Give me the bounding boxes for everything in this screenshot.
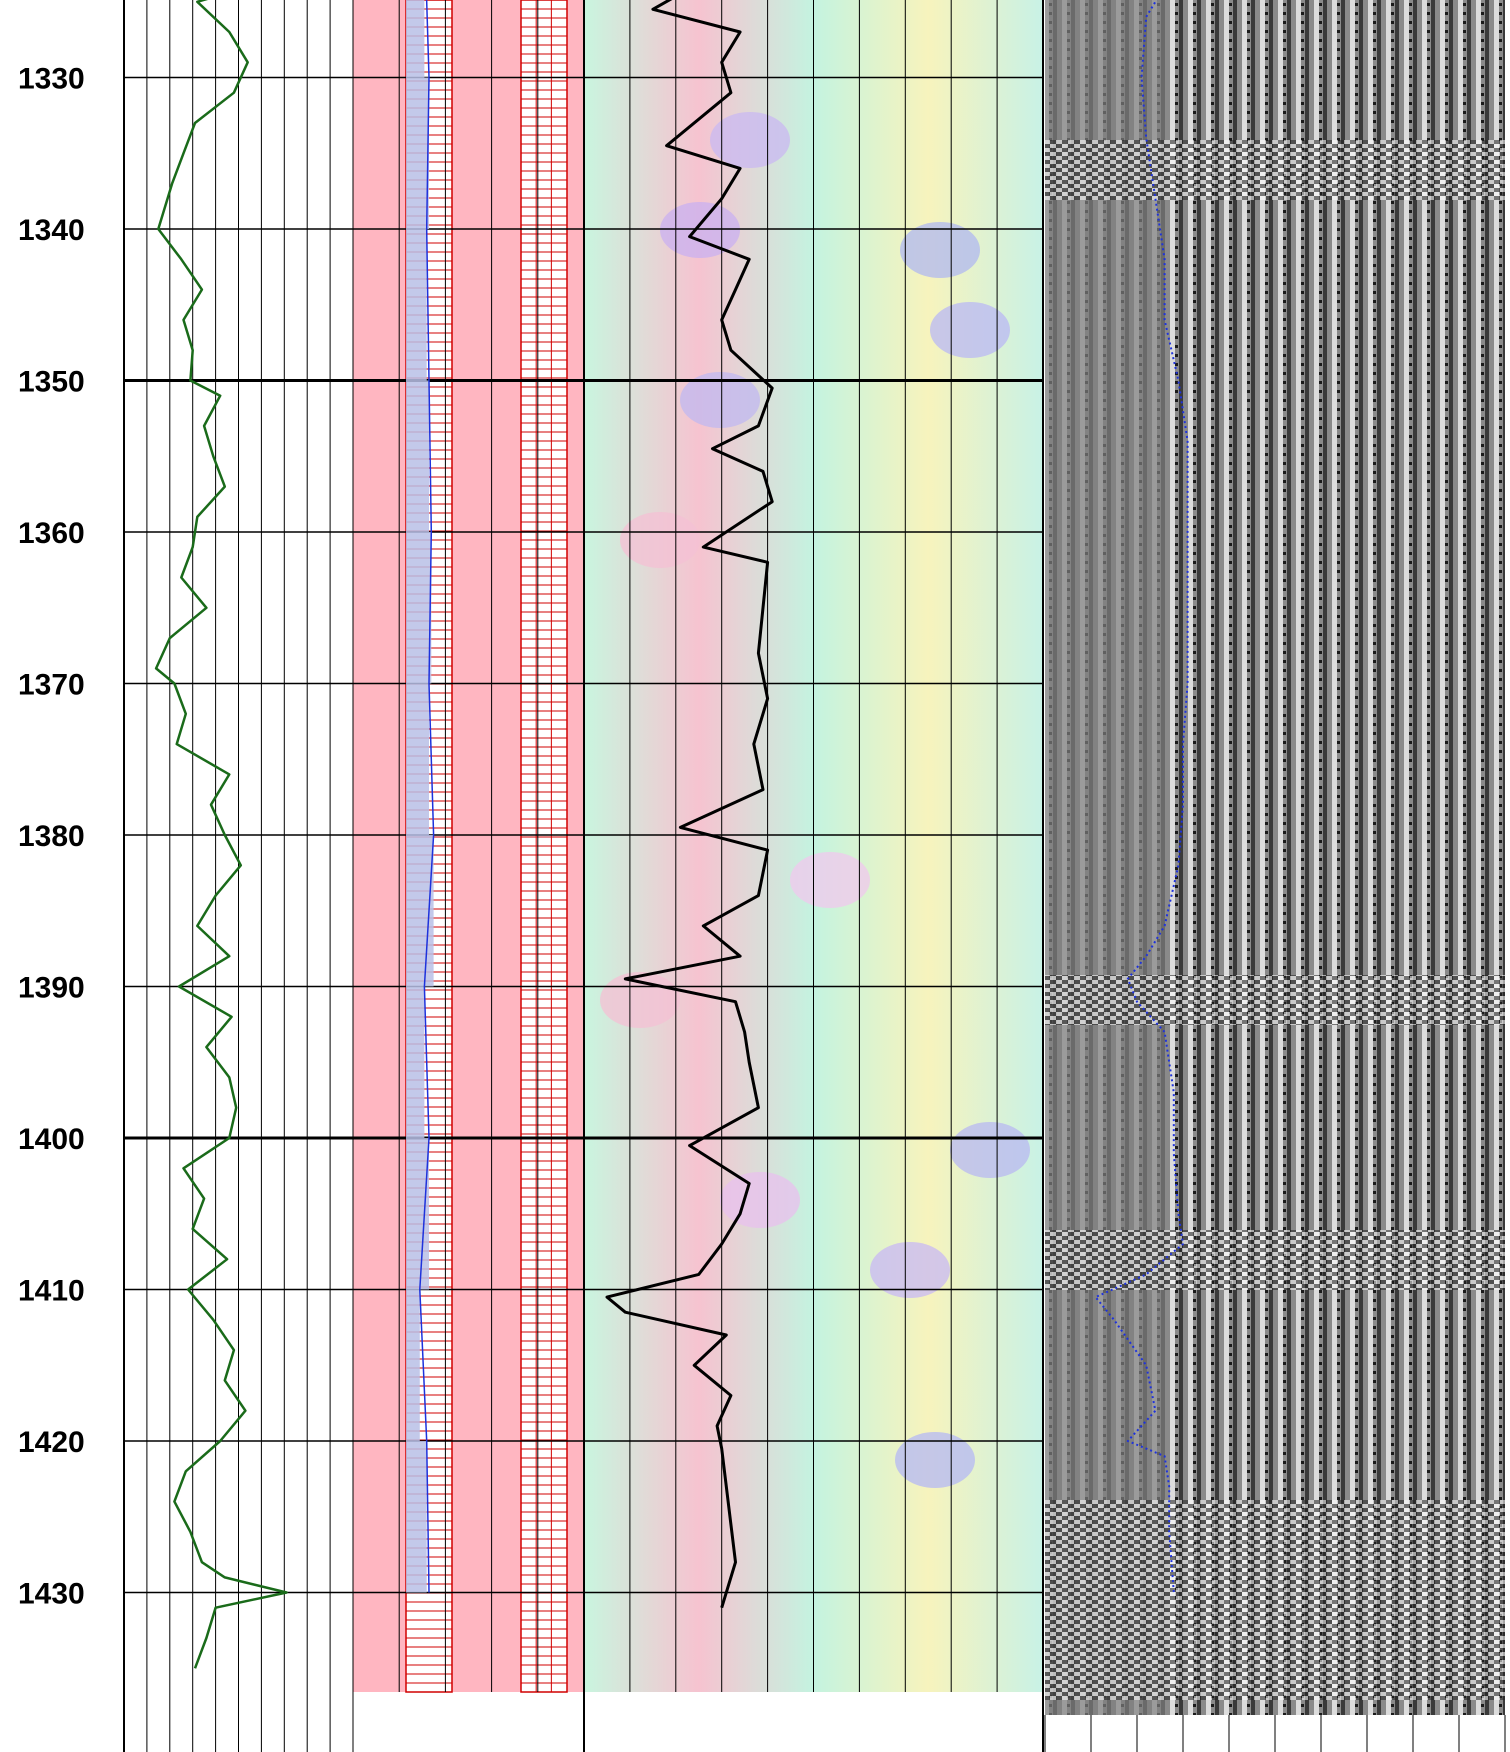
track-3-shaded-interval bbox=[406, 380, 429, 532]
track-5-image-blob bbox=[600, 972, 680, 1028]
depth-tick-label: 1430 bbox=[18, 1578, 85, 1611]
track-3-curve bbox=[419, 0, 435, 1593]
track-3-shaded-interval bbox=[406, 77, 429, 229]
track-3-shaded-interval bbox=[406, 1138, 429, 1290]
seismic-track-curve bbox=[1094, 0, 1189, 1593]
depth-tick-label: 1390 bbox=[18, 972, 85, 1005]
track-6-left-band bbox=[1045, 0, 1165, 1715]
track-6-noise-band bbox=[1045, 1230, 1505, 1290]
depth-tick-label: 1380 bbox=[18, 820, 85, 853]
depth-tick-label: 1370 bbox=[18, 669, 85, 702]
track-3-shaded-interval bbox=[406, 986, 425, 1138]
track-5-image-blob bbox=[870, 1242, 950, 1298]
track-6-noise-band bbox=[1045, 1500, 1505, 1700]
track-6-noise-band bbox=[1045, 140, 1505, 200]
track-5-image-blob bbox=[900, 222, 980, 278]
track-3-shaded-interval bbox=[406, 683, 429, 835]
track-3-shaded-interval bbox=[406, 1441, 427, 1593]
track-5-image-blob bbox=[950, 1122, 1030, 1178]
gamma-ray-curve bbox=[154, 0, 288, 1669]
depth-labels: 1320133013401350136013701380139014001410… bbox=[18, 63, 85, 1611]
track-backgrounds bbox=[353, 0, 1505, 1715]
depth-tick-label: 1420 bbox=[18, 1426, 85, 1459]
depth-tick-label: 1330 bbox=[18, 63, 85, 96]
track-5-image-blob bbox=[660, 202, 740, 258]
track-3-shaded-interval bbox=[406, 532, 432, 684]
track-5-image-blob bbox=[895, 1432, 975, 1488]
track-5-image-blob bbox=[680, 372, 760, 428]
depth-tick-label: 1350 bbox=[18, 366, 85, 399]
track-5-image-blob bbox=[790, 852, 870, 908]
track-5-image-blob bbox=[720, 1172, 800, 1228]
depth-tick-label: 1400 bbox=[18, 1123, 85, 1156]
depth-tick-label: 1340 bbox=[18, 214, 85, 247]
track-3-shaded-interval bbox=[406, 229, 427, 381]
track-5-image-blob bbox=[710, 112, 790, 168]
track-6-noise-band bbox=[1045, 975, 1505, 1025]
track-3-shaded-interval bbox=[406, 1289, 420, 1441]
grid-lines bbox=[123, 0, 1506, 1752]
track-5-image-blob bbox=[930, 302, 1010, 358]
image-track-curve bbox=[605, 0, 774, 1609]
depth-tick-label: 1410 bbox=[18, 1275, 85, 1308]
track-5-image-blob bbox=[620, 512, 700, 568]
log-curves bbox=[154, 0, 1189, 1669]
track-3-shaded-interval bbox=[406, 0, 425, 78]
depth-tick-label: 1360 bbox=[18, 517, 85, 550]
